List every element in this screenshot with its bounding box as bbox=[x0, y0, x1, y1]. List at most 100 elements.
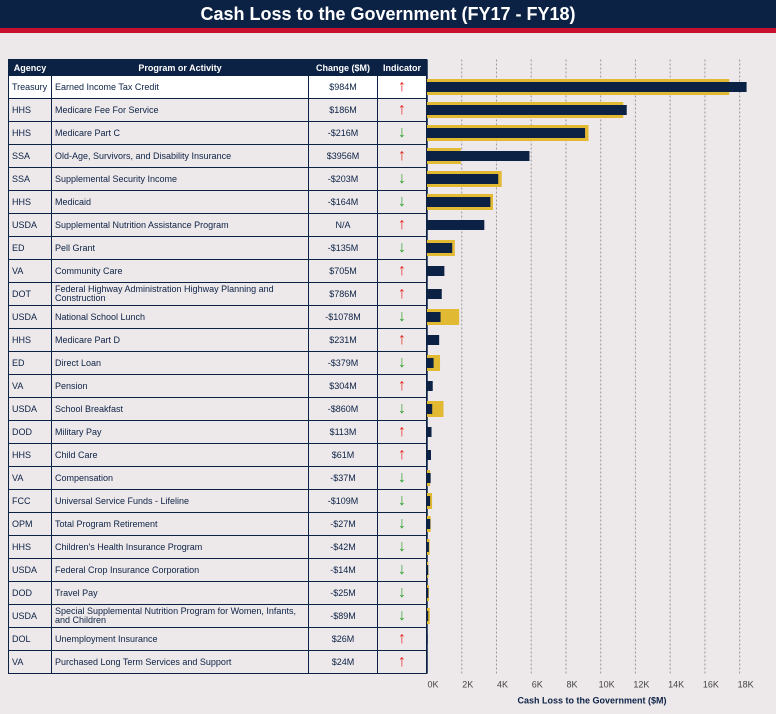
table-row[interactable]: SSA Supplemental Security Income -$203M ↓ bbox=[8, 167, 427, 191]
agency-cell: HHS bbox=[8, 98, 52, 122]
program-cell: Travel Pay bbox=[51, 581, 309, 605]
agency-cell: VA bbox=[8, 374, 52, 398]
program-cell: Special Supplemental Nutrition Program f… bbox=[51, 604, 309, 628]
change-cell: -$42M bbox=[308, 535, 378, 559]
table-row[interactable]: USDA Special Supplemental Nutrition Progr… bbox=[8, 604, 427, 628]
x-tick-label: 18K bbox=[738, 680, 754, 690]
table-row[interactable]: HHS Child Care $61M ↑ bbox=[8, 443, 427, 467]
arrow-down-icon: ↓ bbox=[398, 584, 406, 601]
arrow-down-icon: ↓ bbox=[398, 193, 406, 210]
arrow-down-icon: ↓ bbox=[398, 469, 406, 486]
agency-cell: SSA bbox=[8, 167, 52, 191]
arrow-up-icon: ↑ bbox=[398, 630, 406, 647]
arrow-up-icon: ↑ bbox=[398, 285, 406, 302]
column-header-agency[interactable]: Agency bbox=[8, 59, 52, 76]
column-header-change[interactable]: Change ($M) bbox=[308, 59, 378, 76]
arrow-down-icon: ↓ bbox=[398, 515, 406, 532]
bar-navy bbox=[427, 151, 530, 161]
indicator-cell: ↓ bbox=[377, 305, 427, 329]
table-row[interactable]: VA Purchased Long Term Services and Suppo… bbox=[8, 650, 427, 674]
indicator-cell: ↓ bbox=[377, 604, 427, 628]
table-row[interactable]: VA Compensation -$37M ↓ bbox=[8, 466, 427, 490]
arrow-up-icon: ↑ bbox=[398, 446, 406, 463]
bar-navy bbox=[427, 197, 491, 207]
indicator-cell: ↓ bbox=[377, 351, 427, 375]
table-row[interactable]: USDA Federal Crop Insurance Corporation -$… bbox=[8, 558, 427, 582]
program-cell: Supplemental Security Income bbox=[51, 167, 309, 191]
bar-navy bbox=[427, 519, 431, 529]
program-cell: Military Pay bbox=[51, 420, 309, 444]
agency-cell: DOL bbox=[8, 627, 52, 651]
change-cell: -$25M bbox=[308, 581, 378, 605]
indicator-cell: ↓ bbox=[377, 466, 427, 490]
bar-navy bbox=[427, 266, 445, 276]
table-row[interactable]: DOT Federal Highway Administration Highwa… bbox=[8, 282, 427, 306]
change-cell: -$203M bbox=[308, 167, 378, 191]
bar-navy bbox=[427, 289, 442, 299]
program-cell: Earned Income Tax Credit bbox=[51, 75, 309, 99]
arrow-up-icon: ↑ bbox=[398, 423, 406, 440]
table-row[interactable]: DOD Travel Pay -$25M ↓ bbox=[8, 581, 427, 605]
table-row[interactable]: HHS Medicaid -$164M ↓ bbox=[8, 190, 427, 214]
change-cell: $26M bbox=[308, 627, 378, 651]
table-row[interactable]: VA Pension $304M ↑ bbox=[8, 374, 427, 398]
indicator-cell: ↑ bbox=[377, 650, 427, 674]
bar-navy bbox=[427, 588, 429, 598]
change-cell: -$164M bbox=[308, 190, 378, 214]
change-cell: -$216M bbox=[308, 121, 378, 145]
x-tick-label: 10K bbox=[599, 680, 615, 690]
bar-navy bbox=[427, 634, 428, 644]
table-row[interactable]: HHS Medicare Part D $231M ↑ bbox=[8, 328, 427, 352]
program-cell: School Breakfast bbox=[51, 397, 309, 421]
table-row[interactable]: FCC Universal Service Funds - Lifeline -$1… bbox=[8, 489, 427, 513]
table-row[interactable]: VA Community Care $705M ↑ bbox=[8, 259, 427, 283]
change-cell: -$135M bbox=[308, 236, 378, 260]
bar-navy bbox=[427, 496, 431, 506]
indicator-cell: ↓ bbox=[377, 512, 427, 536]
table-row[interactable]: USDA Supplemental Nutrition Assistance Pr… bbox=[8, 213, 427, 237]
table-row[interactable]: OPM Total Program Retirement -$27M ↓ bbox=[8, 512, 427, 536]
bar-navy bbox=[427, 312, 441, 322]
bar-gold bbox=[427, 608, 430, 624]
table-row[interactable]: DOL Unemployment Insurance $26M ↑ bbox=[8, 627, 427, 651]
x-tick-label: 0K bbox=[427, 680, 438, 690]
bar-navy bbox=[427, 243, 453, 253]
program-cell: Universal Service Funds - Lifeline bbox=[51, 489, 309, 513]
table-row[interactable]: USDA National School Lunch -$1078M ↓ bbox=[8, 305, 427, 329]
bar-navy bbox=[427, 450, 431, 460]
program-cell: Old-Age, Survivors, and Disability Insur… bbox=[51, 144, 309, 168]
column-header-program[interactable]: Program or Activity bbox=[51, 59, 309, 76]
indicator-cell: ↑ bbox=[377, 328, 427, 352]
program-cell: Community Care bbox=[51, 259, 309, 283]
indicator-cell: ↓ bbox=[377, 236, 427, 260]
arrow-up-icon: ↑ bbox=[398, 653, 406, 670]
change-cell: $231M bbox=[308, 328, 378, 352]
column-header-indicator[interactable]: Indicator bbox=[377, 59, 427, 76]
agency-cell: DOD bbox=[8, 581, 52, 605]
agency-cell: HHS bbox=[8, 328, 52, 352]
arrow-down-icon: ↓ bbox=[398, 400, 406, 417]
indicator-cell: ↓ bbox=[377, 489, 427, 513]
arrow-up-icon: ↑ bbox=[398, 331, 406, 348]
x-tick-label: 6K bbox=[532, 680, 543, 690]
agency-cell: VA bbox=[8, 259, 52, 283]
agency-cell: VA bbox=[8, 650, 52, 674]
table-row[interactable]: SSA Old-Age, Survivors, and Disability In… bbox=[8, 144, 427, 168]
program-cell: Unemployment Insurance bbox=[51, 627, 309, 651]
program-cell: Medicaid bbox=[51, 190, 309, 214]
x-axis-label: Cash Loss to the Government ($M) bbox=[517, 696, 666, 706]
table-row[interactable]: HHS Medicare Fee For Service $186M ↑ bbox=[8, 98, 427, 122]
program-cell: Pell Grant bbox=[51, 236, 309, 260]
bar-navy bbox=[427, 473, 431, 483]
indicator-cell: ↑ bbox=[377, 259, 427, 283]
table-row[interactable]: USDA School Breakfast -$860M ↓ bbox=[8, 397, 427, 421]
change-cell: -$89M bbox=[308, 604, 378, 628]
page-title: Cash Loss to the Government (FY17 - FY18… bbox=[200, 3, 576, 24]
table-row[interactable]: HHS Children's Health Insurance Program -$… bbox=[8, 535, 427, 559]
table-row[interactable]: ED Pell Grant -$135M ↓ bbox=[8, 236, 427, 260]
table-row[interactable]: Treasury Earned Income Tax Credit $984M ↑ bbox=[8, 75, 427, 99]
agency-cell: SSA bbox=[8, 144, 52, 168]
table-row[interactable]: HHS Medicare Part C -$216M ↓ bbox=[8, 121, 427, 145]
table-row[interactable]: DOD Military Pay $113M ↑ bbox=[8, 420, 427, 444]
table-row[interactable]: ED Direct Loan -$379M ↓ bbox=[8, 351, 427, 375]
